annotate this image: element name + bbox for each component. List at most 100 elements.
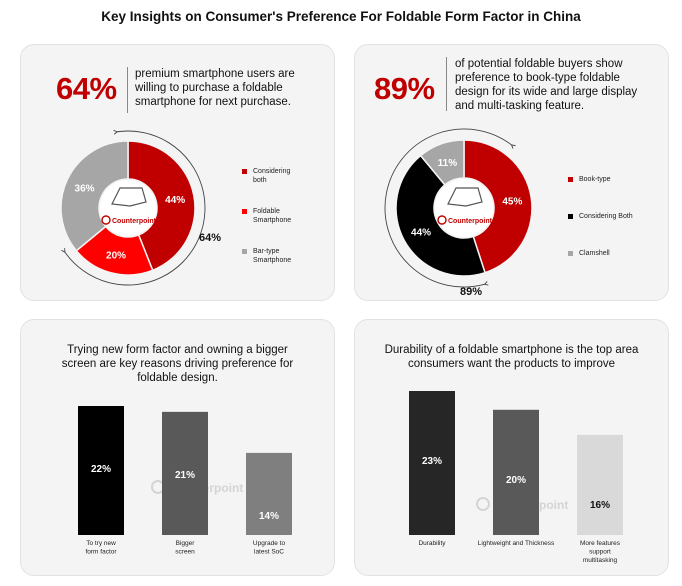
legend-label: Considering both [253, 167, 290, 185]
legend-label: Foldable Smartphone [253, 207, 291, 225]
phone-icon [447, 187, 483, 207]
text-line: and multi-tasking feature. [455, 100, 585, 112]
legend-swatch [568, 214, 573, 219]
logo-text: Counterpoint [112, 218, 157, 225]
slice-0 [463, 139, 533, 274]
highlight-arc: 64% [61, 130, 221, 286]
legend-line: Foldable [253, 208, 280, 215]
bar [162, 411, 208, 535]
legend-label: Bar-type Smartphone [253, 247, 291, 265]
slice-labels: 44% 20% 36% [75, 184, 186, 262]
arc-arrowhead [61, 248, 66, 253]
donut-slices [60, 140, 196, 276]
category-label: More features [580, 540, 621, 547]
bar [246, 452, 292, 535]
category-label: screen [175, 549, 195, 556]
legend-line: Bar-type [253, 248, 280, 255]
legend-item: Foldable Smartphone [242, 207, 291, 225]
bar-value-label: 22% [91, 464, 111, 475]
text-line: willing to purchase a foldable [135, 82, 283, 94]
legend-line: Smartphone [253, 217, 292, 224]
text-line: foldable design. [137, 372, 218, 384]
legend-line: Book-type [579, 176, 611, 183]
category-label: multitasking [583, 557, 618, 564]
category-label: To try new [86, 540, 116, 547]
text-line: consumers want the products to improve [407, 358, 616, 370]
legend-swatch [568, 251, 573, 256]
category-label: Lightweight and Thickness [478, 540, 555, 547]
big-stat: 89% [374, 71, 435, 106]
logo-mark-icon [101, 215, 111, 225]
bar [577, 434, 623, 535]
text-line: of potential foldable buyers show [455, 58, 623, 70]
panel-title: Trying new form factor and owning a bigg… [21, 343, 334, 385]
legend-line: Smartphone [253, 257, 292, 264]
bar-value-label: 16% [590, 500, 610, 511]
main-title: Key Insights on Consumer's Preference Fo… [101, 9, 581, 24]
arc-label: 89% [460, 286, 482, 298]
panel-foldable-purchase-intent: 64% premium smartphone users are willing … [20, 44, 335, 301]
slice-label: 20% [106, 250, 126, 261]
legend-item: Considering both [242, 167, 290, 185]
arc-line [64, 130, 206, 286]
slice-labels: 45% 44% 11% [411, 158, 522, 239]
stat-description: of potential foldable buyers show prefere… [455, 57, 637, 113]
category-label: latest SoC [254, 549, 284, 556]
arc-arrowhead [113, 130, 119, 135]
text-line: smartphone for next purchase. [135, 96, 291, 108]
bar-value-label: 21% [175, 470, 195, 481]
slice-label: 44% [411, 228, 431, 239]
text-line: preference to book-type foldable [455, 72, 620, 84]
highlight-arc: 89% [384, 128, 516, 298]
category-label: Upgrade to [253, 540, 286, 547]
slice-0 [127, 140, 196, 272]
panel-improvement-areas: Durability of a foldable smartphone is t… [354, 319, 669, 576]
panel-book-type-preference: 89% of potential foldable buyers show pre… [354, 44, 669, 301]
legend-label: Clamshell [579, 249, 610, 258]
legend-swatch [568, 177, 573, 182]
slice-1 [395, 154, 486, 277]
legend-item: Considering Both [568, 212, 633, 221]
counterpoint-logo: Counterpoint [101, 187, 157, 225]
stat-description: premium smartphone users are willing to p… [135, 67, 295, 109]
logo-mark-icon [437, 215, 447, 225]
arc-line [384, 128, 512, 288]
slice-label: 44% [165, 195, 185, 206]
legend-label: Considering Both [579, 212, 633, 221]
text-line: Trying new form factor and owning a bigg… [67, 344, 288, 356]
donut-chart: 89% 45% 44% 11% Counterpoint [384, 128, 533, 298]
slice-label: 11% [438, 158, 458, 169]
bar [493, 409, 539, 535]
slice-label: 36% [75, 184, 95, 195]
slice-2 [60, 140, 129, 252]
bar [409, 391, 455, 535]
category-label: support [589, 549, 611, 556]
bar-value-label: 23% [422, 456, 442, 467]
legend-swatch [242, 249, 247, 254]
legend-line: Considering [253, 168, 291, 175]
donut-chart: 64% 44% 20% 36% Counterpoint [60, 130, 221, 286]
legend-swatch [242, 169, 247, 174]
text-line: Durability of a foldable smartphone is t… [384, 344, 639, 356]
slice-2 [419, 139, 465, 186]
donut-center [100, 180, 156, 236]
arc-arrowhead [510, 144, 516, 149]
legend-item: Bar-type Smartphone [242, 247, 291, 265]
text-line: premium smartphone users are [135, 68, 295, 80]
text-line: design for its wide and large display [455, 86, 638, 98]
category-label: form factor [85, 549, 117, 556]
legend-label: Book-type [579, 175, 611, 184]
divider [446, 57, 447, 111]
bar [78, 406, 124, 535]
bar-chart: Counterpoint23%Durability20%Lightweight … [409, 391, 623, 564]
arc-arrowhead [483, 281, 489, 286]
counterpoint-logo: Counterpoint [437, 187, 493, 225]
bar-value-label: 14% [259, 511, 279, 522]
category-label: Bigger [176, 540, 196, 547]
watermark-icon [476, 497, 490, 511]
big-stat: 64% [56, 71, 117, 106]
category-label: Durability [418, 540, 446, 547]
legend-swatch [242, 209, 247, 214]
legend-line: both [253, 177, 267, 184]
legend-item: Clamshell [568, 249, 610, 258]
